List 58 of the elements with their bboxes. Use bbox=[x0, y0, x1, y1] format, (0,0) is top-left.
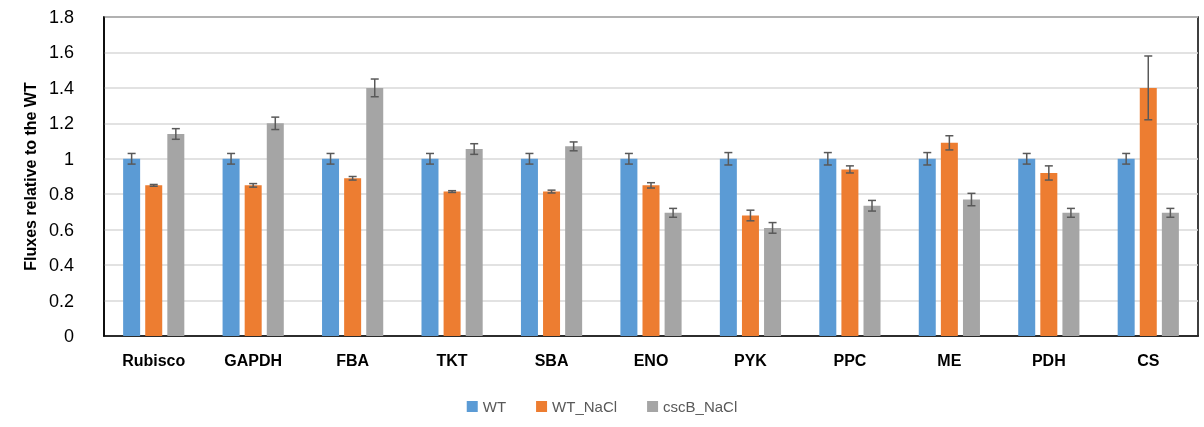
bar bbox=[962, 199, 980, 336]
y-tick-label: 1 bbox=[63, 148, 74, 169]
x-tick-label: Rubisco bbox=[122, 351, 186, 369]
bar bbox=[222, 158, 240, 336]
bar bbox=[940, 142, 958, 336]
bar bbox=[244, 185, 262, 336]
bar bbox=[1161, 212, 1179, 336]
bar bbox=[366, 87, 384, 336]
y-tick-label: 0.4 bbox=[48, 255, 74, 276]
bar bbox=[642, 185, 660, 336]
bar bbox=[145, 185, 163, 336]
bar bbox=[918, 158, 936, 336]
y-tick-label: 1.6 bbox=[48, 42, 74, 63]
bar bbox=[266, 123, 284, 336]
bar bbox=[719, 158, 737, 336]
bar bbox=[1018, 158, 1036, 336]
x-tick-label: PYK bbox=[734, 351, 768, 369]
bar bbox=[543, 191, 561, 336]
y-tick-label: 0.6 bbox=[48, 219, 74, 240]
bar bbox=[421, 158, 439, 336]
bar bbox=[167, 133, 185, 336]
bar bbox=[465, 149, 483, 336]
bar bbox=[565, 146, 583, 336]
x-tick-label: PDH bbox=[1031, 351, 1066, 369]
bar bbox=[520, 158, 538, 336]
x-tick-label: SBA bbox=[534, 351, 569, 369]
y-tick-label: 1.8 bbox=[48, 7, 74, 27]
bar bbox=[123, 158, 141, 336]
y-tick-label: 1.4 bbox=[48, 77, 74, 98]
legend-label: WT bbox=[482, 398, 507, 415]
x-tick-label: CS bbox=[1137, 351, 1160, 369]
x-tick-label: GAPDH bbox=[224, 351, 283, 369]
y-axis-title: Fluxes relative to the WT bbox=[21, 82, 39, 271]
bar bbox=[1062, 212, 1080, 336]
y-tick-label: 0 bbox=[63, 326, 74, 346]
x-tick-label: ENO bbox=[633, 351, 669, 369]
bar bbox=[664, 212, 682, 336]
bar bbox=[1139, 87, 1157, 336]
x-tick-label: TKT bbox=[436, 351, 468, 369]
legend-label: cscB_NaCl bbox=[663, 398, 738, 415]
bar bbox=[819, 158, 837, 336]
bar bbox=[841, 169, 859, 336]
bar bbox=[1040, 172, 1058, 336]
x-tick-label: FBA bbox=[336, 351, 370, 369]
x-tick-label: PPC bbox=[833, 351, 867, 369]
bar bbox=[863, 205, 881, 336]
x-tick-label: ME bbox=[937, 351, 962, 369]
bar bbox=[764, 227, 782, 336]
bar bbox=[620, 158, 638, 336]
y-tick-label: 0.8 bbox=[48, 184, 74, 205]
bar bbox=[322, 158, 340, 336]
y-tick-label: 1.2 bbox=[48, 113, 74, 134]
bar bbox=[1117, 158, 1135, 336]
bar bbox=[443, 191, 461, 336]
legend-label: WT_NaCl bbox=[552, 398, 618, 415]
bar bbox=[344, 178, 362, 336]
y-tick-label: 0.2 bbox=[48, 290, 74, 311]
bar bbox=[741, 215, 759, 336]
